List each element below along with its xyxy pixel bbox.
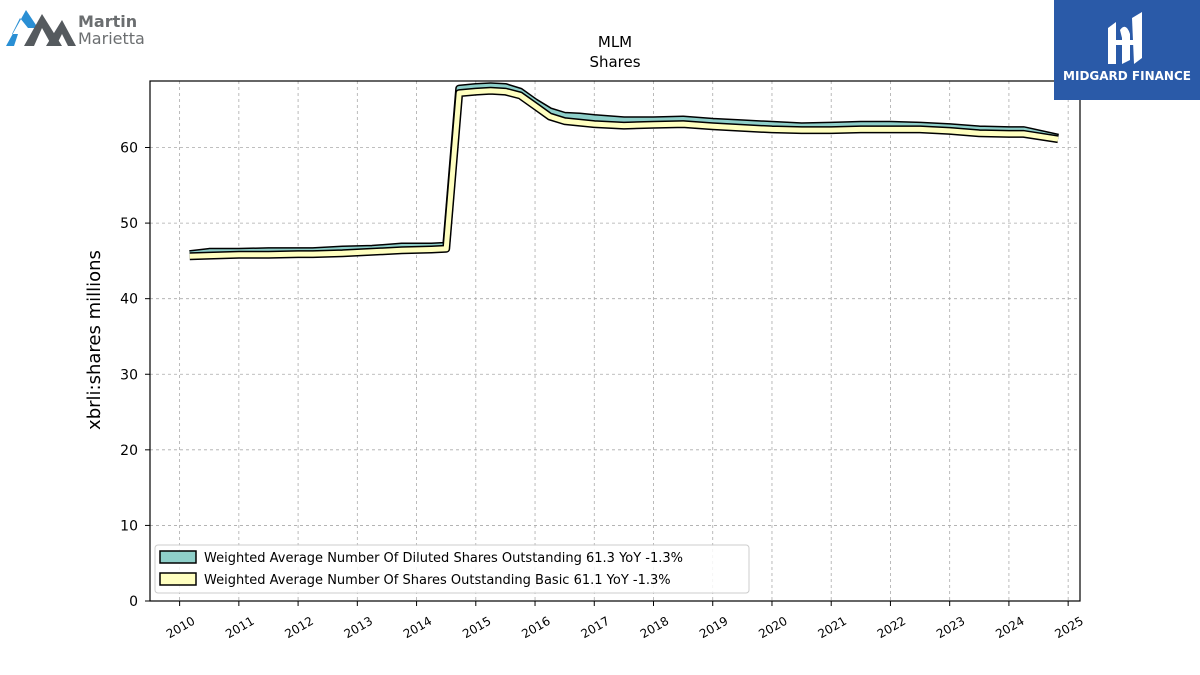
- y-tick-label: 50: [120, 216, 138, 232]
- x-tick-label: 2024: [993, 614, 1026, 641]
- x-tick-label: 2016: [519, 614, 552, 641]
- y-axis-label: xbrli:shares millions: [84, 250, 105, 430]
- x-tick-label: 2014: [401, 614, 434, 641]
- legend-swatch-basic: [159, 572, 197, 586]
- y-tick-label: 30: [120, 367, 138, 383]
- y-tick-label: 40: [120, 292, 138, 308]
- chart-subtitle: Shares: [589, 53, 640, 71]
- legend-box: [154, 544, 750, 594]
- x-tick-label: 2012: [282, 614, 315, 641]
- legend-label-basic: Weighted Average Number Of Shares Outsta…: [204, 573, 671, 588]
- legend-swatch-diluted: [159, 550, 197, 564]
- x-tick-label: 2013: [342, 614, 375, 641]
- legend: Weighted Average Number Of Diluted Share…: [154, 544, 750, 594]
- x-tick-label: 2023: [934, 614, 967, 641]
- x-tick-label: 2021: [815, 614, 848, 641]
- martin-marietta-logo: Martin Marietta: [6, 6, 156, 50]
- series-line-diluted-outline: [189, 82, 1059, 259]
- y-tick-label: 0: [129, 594, 138, 610]
- chart-title: MLM: [598, 33, 632, 51]
- series-line-basic-outline: [189, 86, 1059, 261]
- y-tick-label: 20: [120, 443, 138, 459]
- legend-label-diluted: Weighted Average Number Of Diluted Share…: [204, 551, 683, 566]
- midgard-brand-name: MIDGARD FINANCE: [1063, 69, 1191, 83]
- midgard-logo-icon: [1108, 12, 1142, 64]
- x-tick-label: 2022: [875, 614, 908, 641]
- brand-name-line2: Marietta: [78, 29, 145, 48]
- x-tick-label: 2018: [638, 614, 671, 641]
- series-layer: [189, 82, 1059, 261]
- x-tick-label: 2011: [223, 614, 256, 641]
- series-line-diluted: [189, 83, 1059, 257]
- x-tick-label: 2019: [697, 614, 730, 641]
- x-tick-label: 2020: [756, 614, 789, 641]
- grid: [150, 81, 1080, 602]
- brand-name-line1: Martin: [78, 12, 138, 31]
- x-tick-label: 2025: [1052, 614, 1085, 641]
- series-line-basic: [189, 88, 1059, 259]
- midgard-finance-logo: MIDGARD FINANCE: [1054, 0, 1200, 100]
- plot-frame: [149, 80, 1081, 602]
- y-tick-label: 60: [120, 141, 138, 157]
- mountain-logo-icon: [6, 10, 76, 46]
- y-tick-label: 10: [120, 518, 138, 534]
- x-tick-label: 2015: [460, 614, 493, 641]
- x-tick-label: 2017: [579, 614, 612, 641]
- x-tick-label: 2010: [164, 614, 197, 641]
